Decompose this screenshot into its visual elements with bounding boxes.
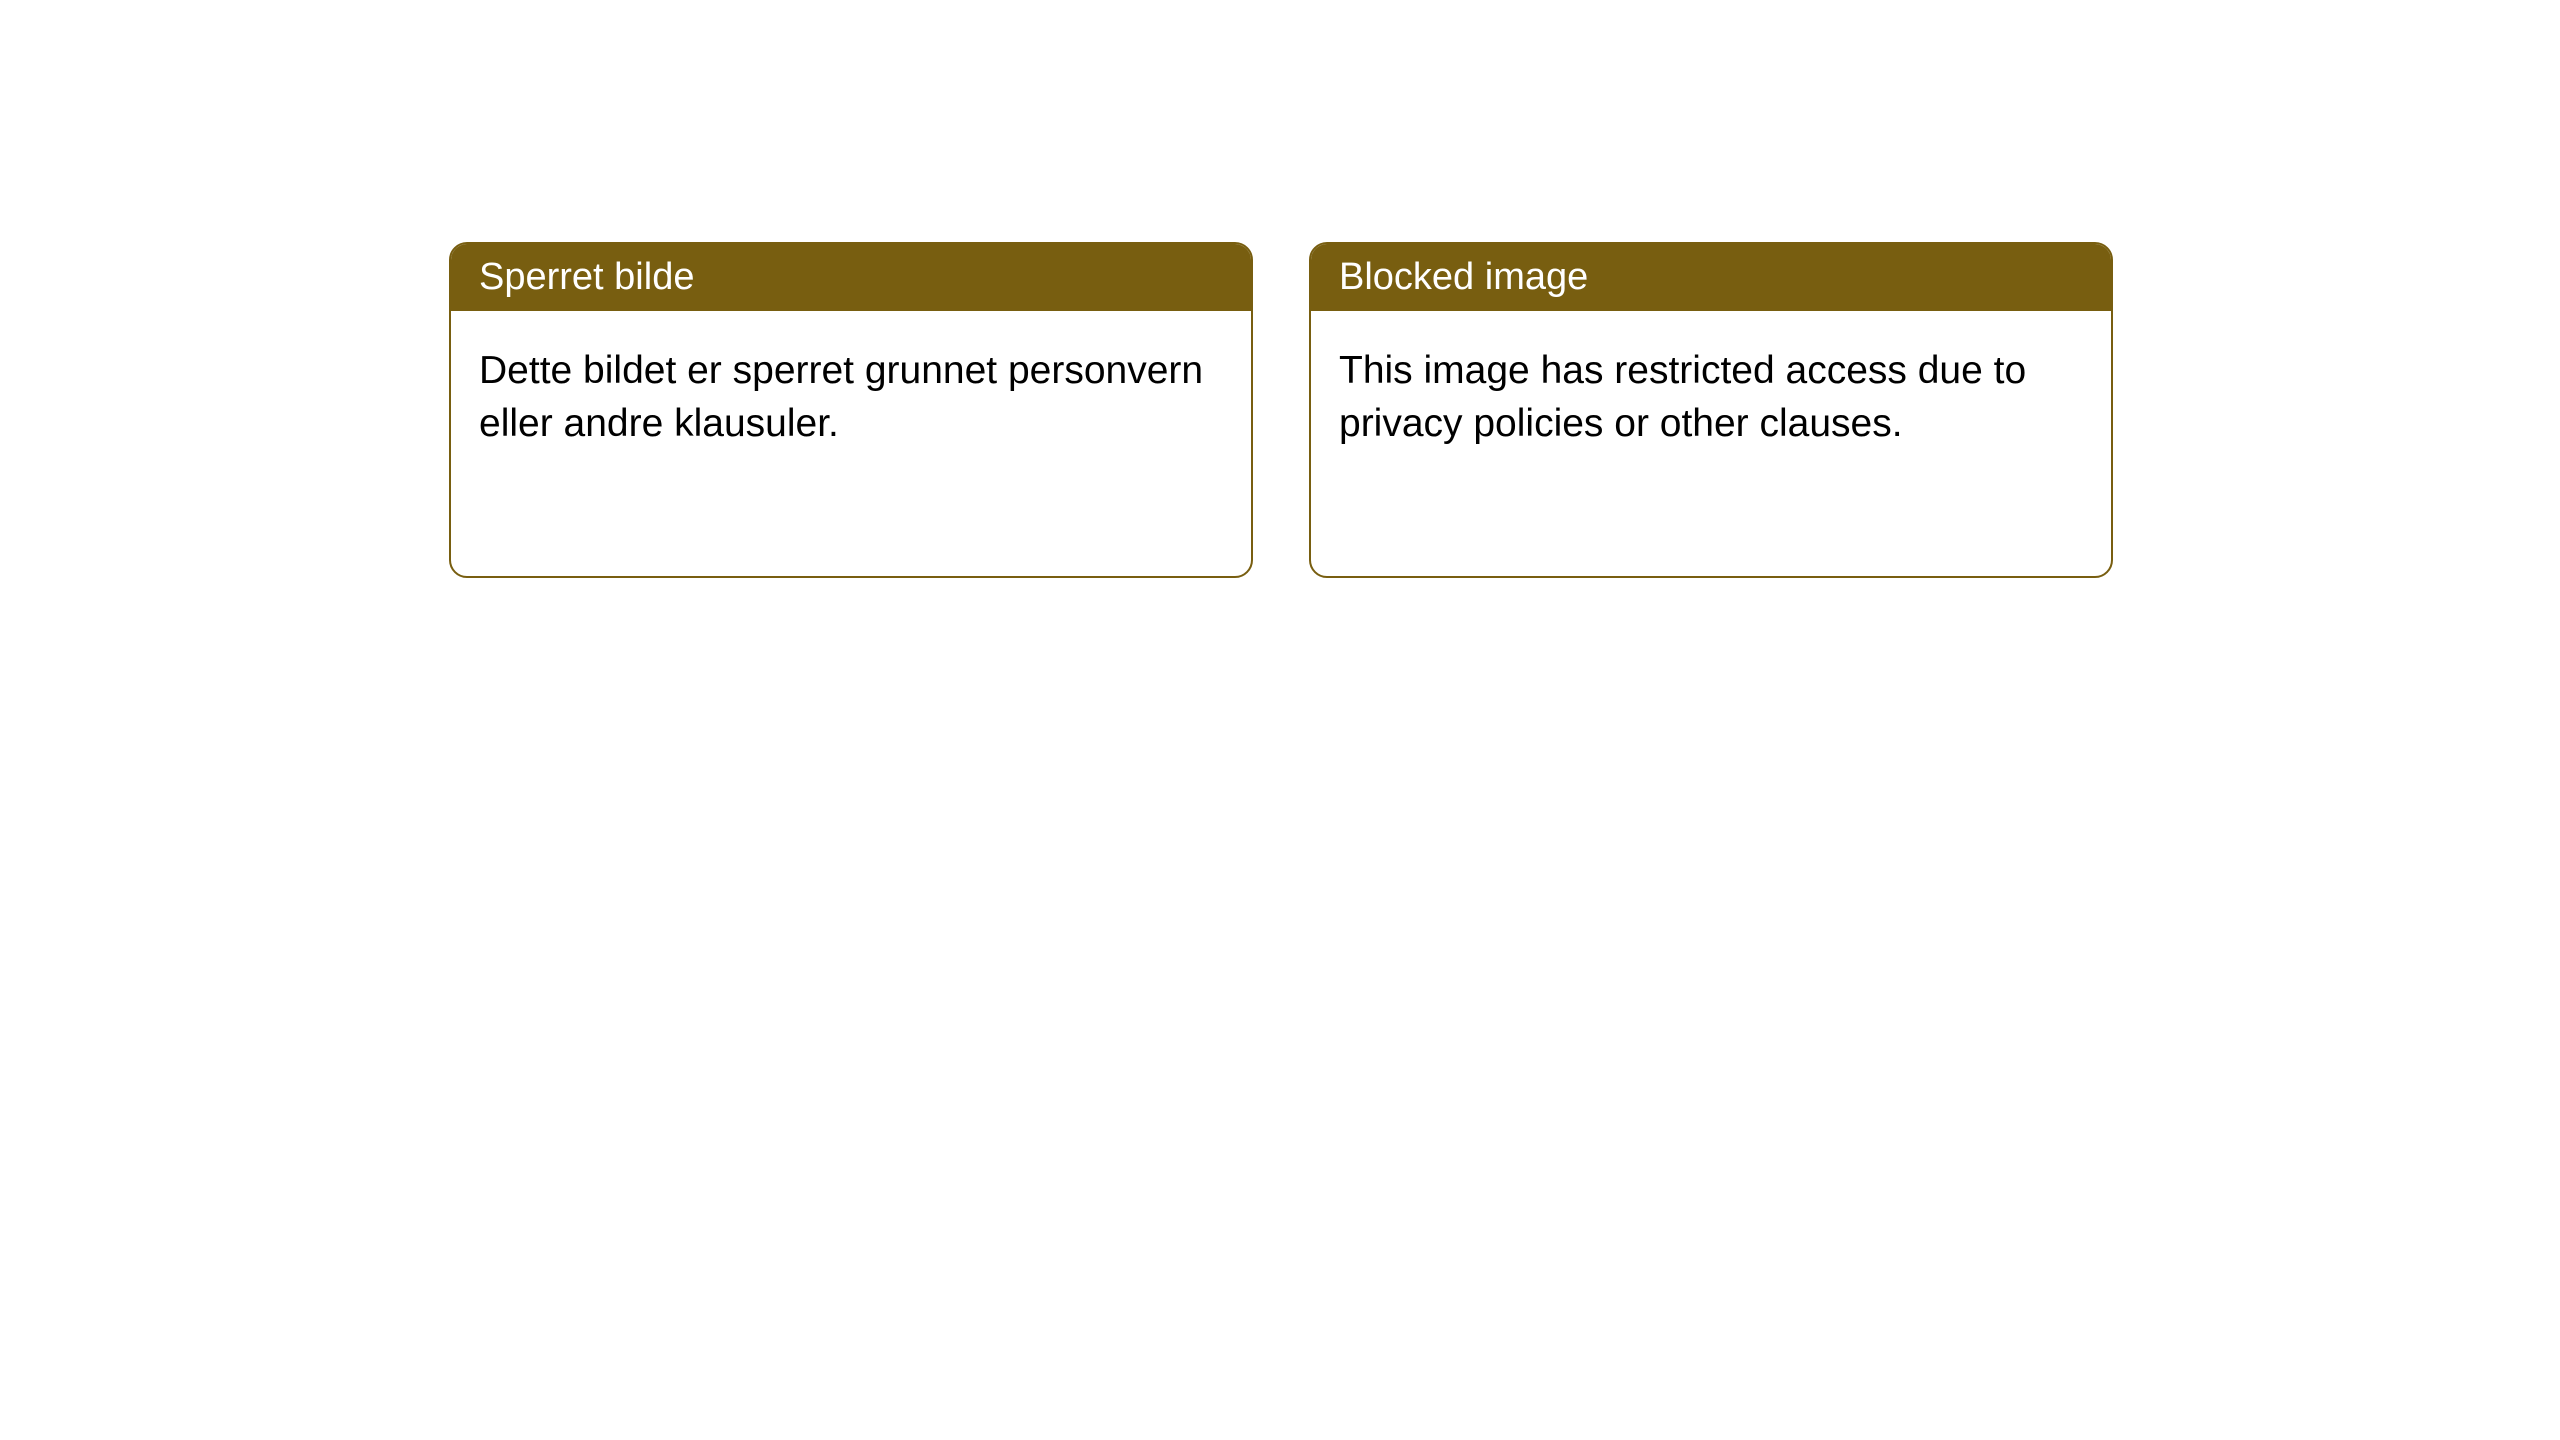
notice-header: Blocked image: [1311, 244, 2111, 311]
notice-header: Sperret bilde: [451, 244, 1251, 311]
notice-body: This image has restricted access due to …: [1311, 311, 2111, 484]
notice-card-english: Blocked image This image has restricted …: [1309, 242, 2113, 578]
notice-body: Dette bildet er sperret grunnet personve…: [451, 311, 1251, 484]
notice-card-norwegian: Sperret bilde Dette bildet er sperret gr…: [449, 242, 1253, 578]
notice-container: Sperret bilde Dette bildet er sperret gr…: [449, 242, 2113, 578]
